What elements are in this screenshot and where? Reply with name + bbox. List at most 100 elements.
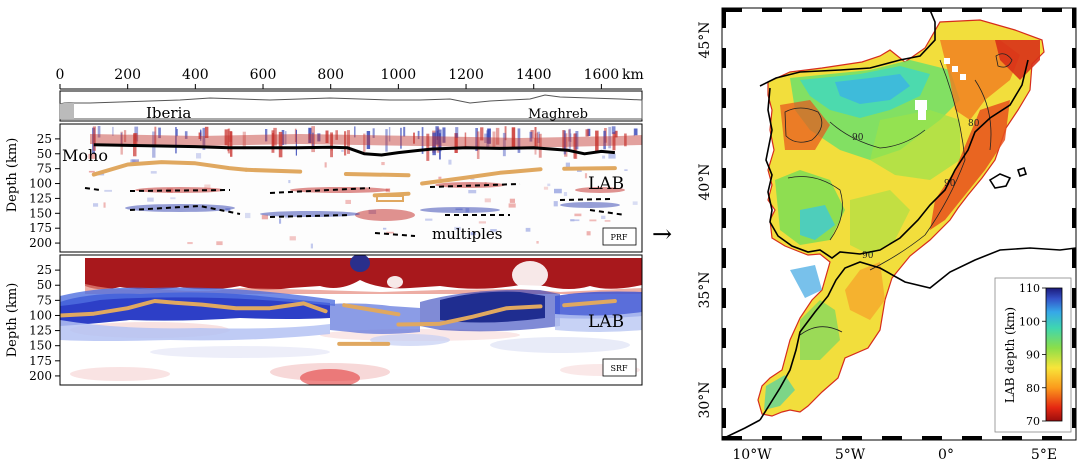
prf-ylabel: Depth (km) [5,138,20,213]
prf-noise-streak [534,133,537,155]
prf-noise-streak [426,133,430,161]
depth-tick-label: 75 [37,162,52,176]
frame-tick [722,8,742,12]
colorbar-tick-label: 110 [1019,282,1040,295]
prf-noise-streak [480,127,484,141]
lab-line [343,172,411,178]
prf-noise-streak [614,130,618,138]
lon-5e-label: 5°E [1031,447,1057,459]
contour-label-90a: 90 [852,133,864,143]
prf-noise-blob [289,236,296,241]
prf-noise-streak [633,128,635,137]
frame-tick [1072,48,1076,68]
prf-noise-streak [133,133,138,145]
prf-noise-blob [602,155,606,159]
prf-noise-streak [442,127,446,143]
prf-panel-tag: PRF [611,233,628,242]
frame-tick [802,8,822,12]
frame-tick [1072,368,1076,388]
contour-label-80: 80 [968,119,980,129]
depth-tick-label: 200 [29,236,52,250]
depth-tick-label: 175 [29,221,52,235]
prf-noise-blob [543,186,549,190]
prf-noise-blob [508,203,516,208]
prf-noise-streak [265,129,268,142]
lab-line [244,167,303,174]
prf-noise-streak [511,127,516,149]
prf-noise-streak [432,132,436,156]
prf-noise-blob [170,197,176,200]
prf-noise-streak [176,129,178,137]
prf-noise-blob [525,227,531,232]
frame-tick [1002,436,1022,440]
prf-noise-streak [595,130,599,152]
prf-noise-streak [536,132,538,149]
prf-noise-blob [104,189,112,192]
prf-noise-blob [490,229,497,232]
frame-tick [962,436,982,440]
topography-strip: Iberia Maghreb [59,90,643,122]
prf-noise-streak [344,131,347,156]
prf-noise-blob [216,241,223,246]
prf-noise-streak [587,128,591,136]
prf-noise-blob [288,180,291,184]
prf-noise-streak [475,128,478,151]
km-tick-label: 400 [182,67,209,83]
prf-noise-blob [438,176,442,180]
frame-tick [882,436,902,440]
frame-tick [762,436,782,440]
lab-depth-map: 90 80 90 90 45°N 40°N 35°N 30°N 10°W 5 [697,7,1077,459]
frame-tick [1072,128,1076,148]
prf-noise-streak [224,129,228,146]
frame-tick [1072,408,1076,428]
prf-noise-streak [325,130,329,143]
km-axis: 0 200 400 600 800 1000 1200 1400 1600 km [56,67,644,90]
prf-noise-streak [372,128,375,138]
frame-tick [722,48,726,68]
prf-noise-streak [504,126,507,141]
prf-noise-blob [261,214,268,220]
depth-tick-label: 25 [37,132,52,146]
prf-noise-streak [455,127,459,138]
prf-noise-streak [184,131,188,139]
frame-tick [722,88,726,108]
prf-noise-blob [536,241,539,244]
prf-noise-streak [281,130,285,145]
depth-tick-label: 175 [29,354,52,368]
prf-noise [88,126,638,249]
prf-noise-streak [454,133,458,153]
srf-lab-lines [60,299,617,346]
prf-noise-streak [388,127,391,142]
frame-tick [1072,168,1076,188]
prf-noise-streak [538,133,542,158]
prf-noise-blob [509,198,515,203]
prf-noise-streak [227,128,231,154]
prf-noise-streak [272,133,274,148]
km-tick-label: 1600 [584,67,620,83]
frame-tick [1072,328,1076,348]
prf-noise-streak [585,129,589,137]
prf-noise-streak [537,131,540,143]
prf-noise-blob [425,218,433,221]
frame-tick [722,408,726,428]
lat-30-label: 30°N [697,381,713,418]
prf-noise-streak [563,130,566,155]
prf-noise-streak [120,132,123,145]
frame-tick [802,436,822,440]
prf-noise-streak [570,133,572,142]
prf-noise-blob [604,220,611,222]
km-tick-label: 800 [317,67,344,83]
lab-line [91,160,249,177]
lab-line [342,303,401,317]
prf-noise-blob [563,192,568,197]
prf-noise-blob [93,203,99,207]
prf-noise-blob [88,170,95,173]
km-tick-label: 1200 [448,67,484,83]
prf-noise-streak [534,127,537,146]
prf-noise-blob [586,231,591,236]
prf-lab-lines [91,160,617,198]
prf-noise-blob [470,232,476,236]
